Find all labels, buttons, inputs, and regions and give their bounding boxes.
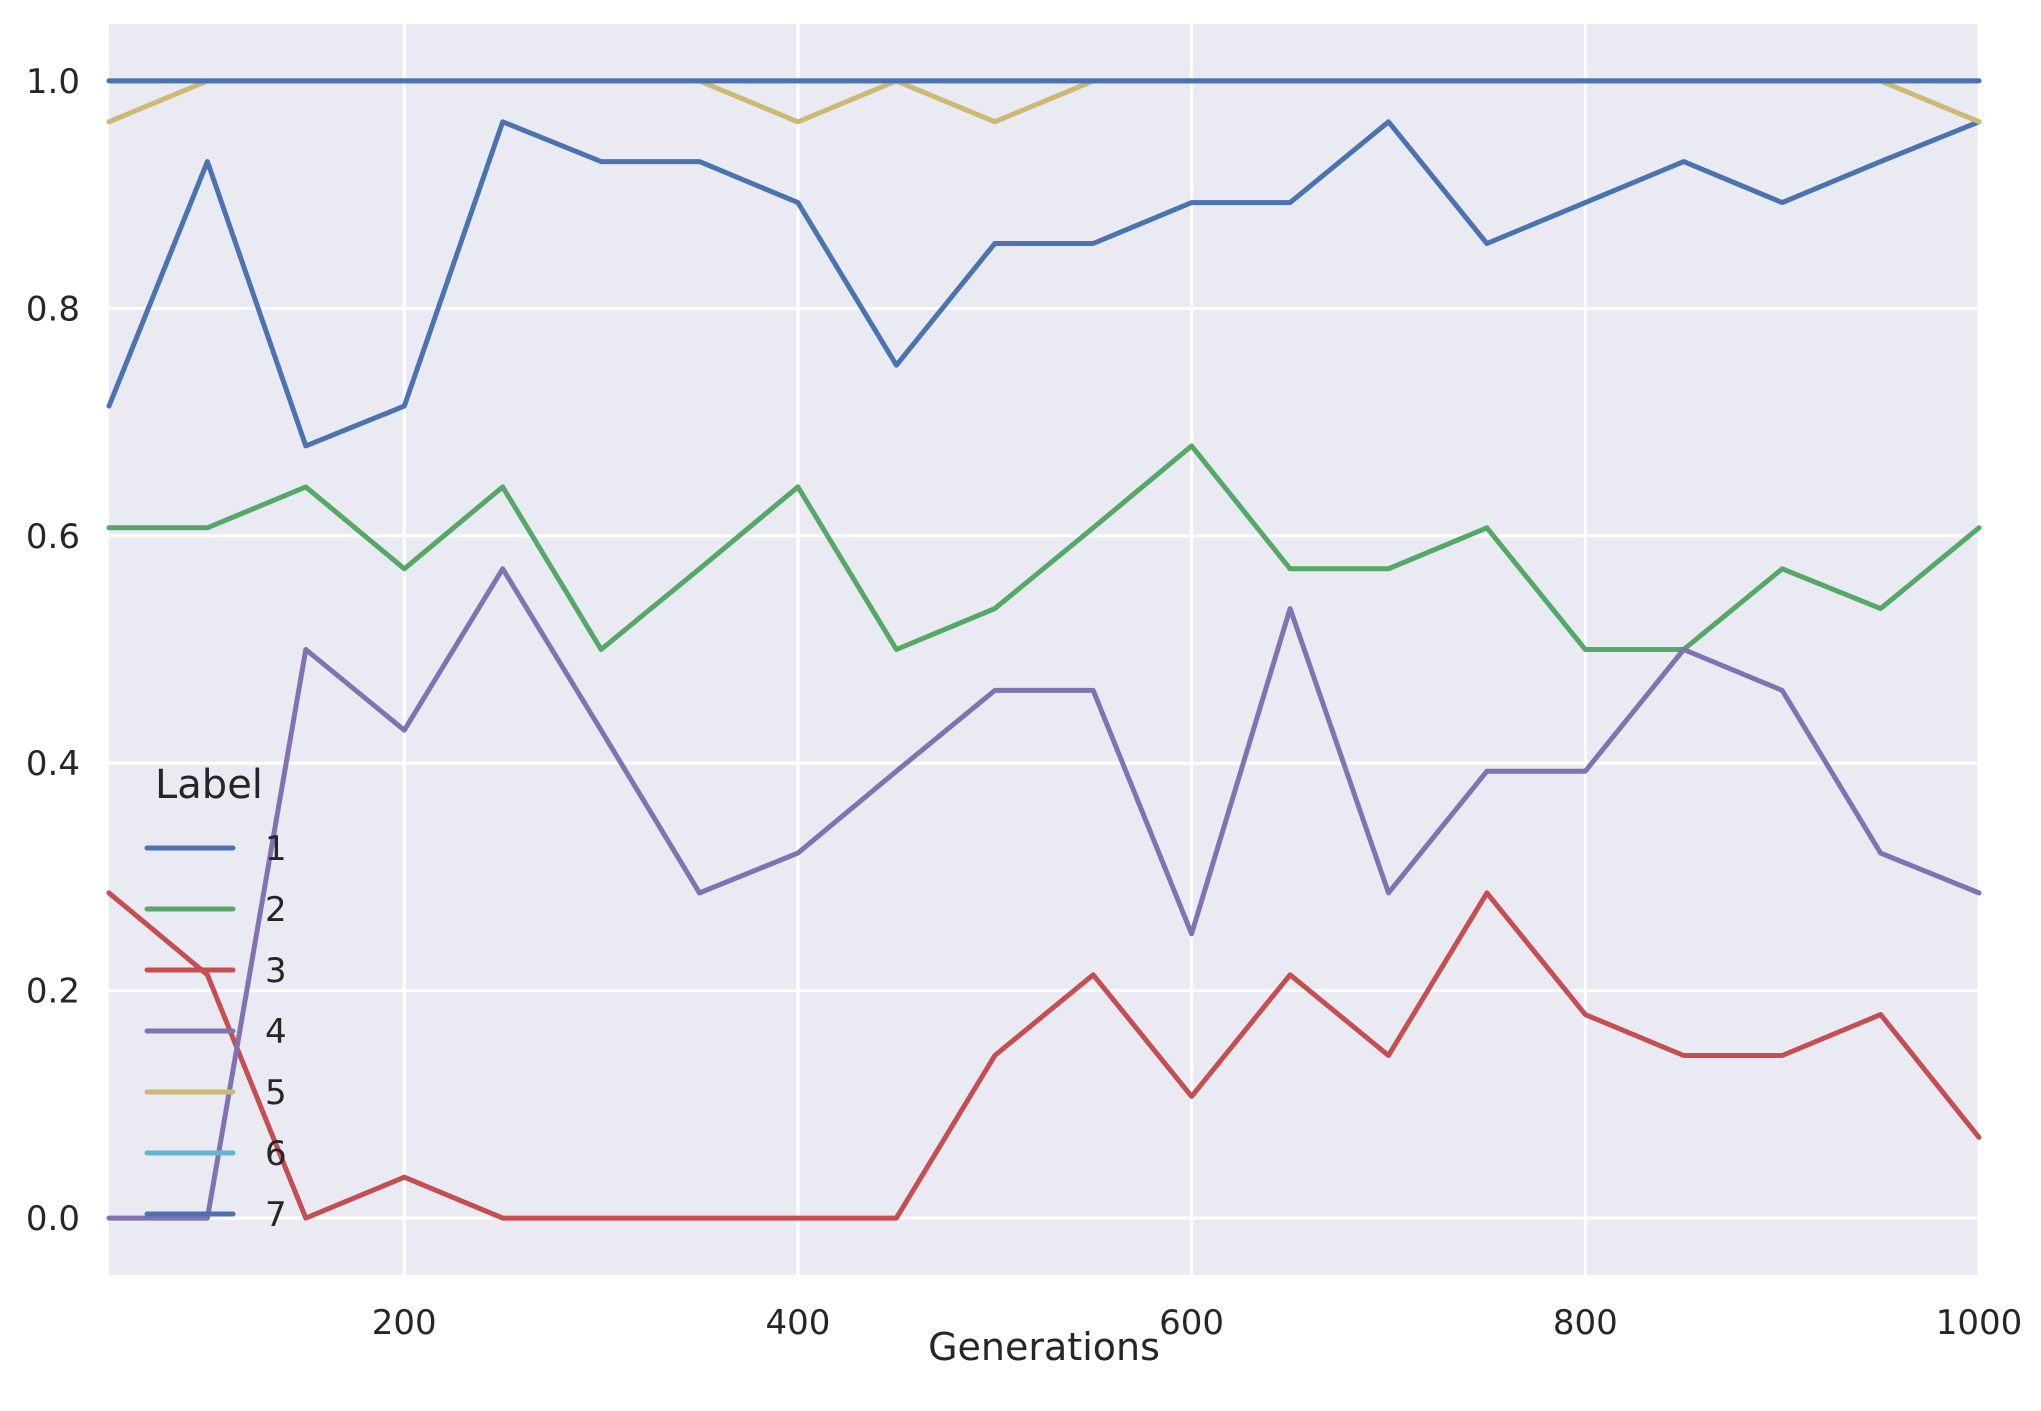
plot-background bbox=[109, 24, 1979, 1275]
x-axis-title: Generations bbox=[928, 1325, 1160, 1369]
legend-label-1: 1 bbox=[265, 829, 287, 869]
legend-label-3: 3 bbox=[265, 951, 287, 991]
x-tick-label: 1000 bbox=[1936, 1303, 2023, 1343]
x-tick-label: 400 bbox=[765, 1303, 830, 1343]
y-tick-label: 0.0 bbox=[26, 1199, 80, 1239]
y-tick-label: 0.6 bbox=[26, 517, 80, 557]
y-tick-label: 0.4 bbox=[26, 744, 80, 784]
legend-label-2: 2 bbox=[265, 890, 287, 930]
legend-label-7: 7 bbox=[265, 1195, 287, 1235]
series-line-2 bbox=[106, 443, 1982, 652]
legend-label-6: 6 bbox=[265, 1134, 287, 1174]
legend-label-4: 4 bbox=[265, 1012, 287, 1052]
y-tick-label: 0.2 bbox=[26, 972, 80, 1012]
y-tick-label: 0.8 bbox=[26, 289, 80, 329]
series-line-3 bbox=[106, 890, 1982, 1221]
legend-title: Label bbox=[155, 762, 263, 808]
series-lines bbox=[106, 78, 1982, 1221]
x-tick-label: 600 bbox=[1159, 1303, 1224, 1343]
legend-label-5: 5 bbox=[265, 1073, 287, 1113]
series-line-4 bbox=[106, 566, 1982, 1221]
y-tick-label: 1.0 bbox=[26, 62, 80, 102]
x-axis-ticks: 200 400 600 800 1000 bbox=[372, 1303, 2022, 1343]
x-tick-label: 200 bbox=[372, 1303, 437, 1343]
legend: Label 1 2 3 4 5 6 7 bbox=[144, 762, 287, 1235]
series-line-1 bbox=[106, 119, 1982, 449]
y-axis-ticks: 0.0 0.2 0.4 0.6 0.8 1.0 bbox=[26, 62, 80, 1239]
x-tick-label: 800 bbox=[1553, 1303, 1618, 1343]
